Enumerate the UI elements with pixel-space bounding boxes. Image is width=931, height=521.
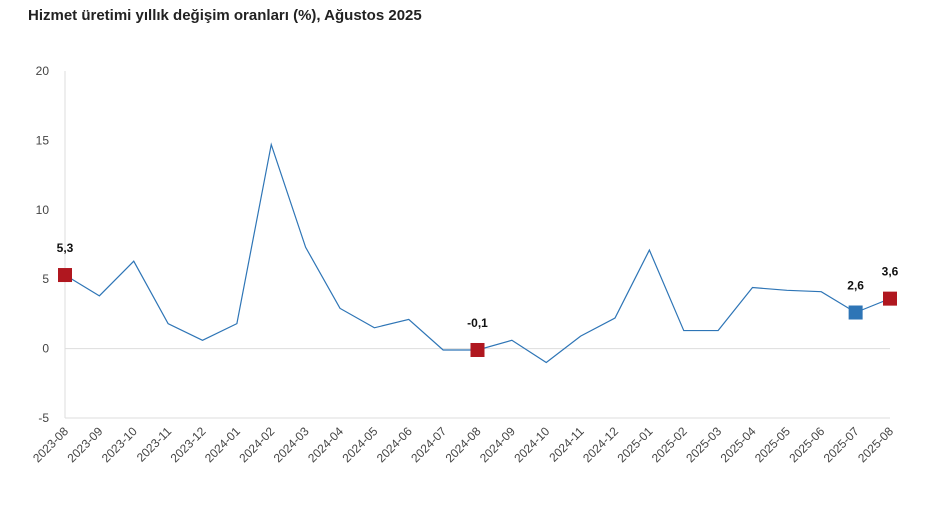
y-tick-label: 10	[36, 203, 50, 217]
data-point	[441, 348, 445, 352]
x-tick-label: 2025-03	[683, 424, 724, 465]
y-tick-label: -5	[38, 411, 49, 425]
x-tick-label: 2023-08	[30, 424, 71, 465]
x-tick-label: 2025-06	[786, 424, 827, 465]
highlight-marker	[470, 342, 485, 357]
x-tick-label: 2024-05	[339, 424, 380, 465]
data-point	[338, 306, 342, 310]
x-tick-label: 2025-02	[649, 424, 690, 465]
x-tick-label: 2024-11	[546, 424, 587, 465]
data-point	[372, 326, 376, 330]
data-label: 3,6	[882, 265, 899, 279]
x-tick-label: 2023-12	[168, 424, 209, 465]
data-label: 5,3	[57, 241, 74, 255]
x-tick-label: 2024-02	[236, 424, 277, 465]
x-tick-label: 2025-07	[821, 424, 862, 465]
x-tick-label: 2024-08	[443, 424, 484, 465]
x-tick-label: 2024-07	[408, 424, 449, 465]
data-point	[716, 329, 720, 333]
data-point	[579, 334, 583, 338]
data-point	[819, 290, 823, 294]
data-point	[132, 259, 136, 263]
x-tick-label: 2024-03	[271, 424, 312, 465]
x-tick-label: 2024-10	[511, 424, 552, 465]
x-tick-label: 2024-01	[202, 424, 243, 465]
x-tick-label: 2025-01	[614, 424, 655, 465]
y-tick-label: 5	[42, 272, 49, 286]
highlight-marker	[58, 268, 72, 283]
highlight-marker	[883, 291, 897, 306]
x-tick-label: 2023-10	[99, 424, 140, 465]
data-point	[682, 329, 686, 333]
data-point	[235, 322, 239, 326]
data-point	[785, 288, 789, 292]
data-label: 2,6	[847, 279, 864, 293]
x-tick-label: 2023-09	[64, 424, 105, 465]
data-point	[613, 316, 617, 320]
x-tick-label: 2025-04	[718, 424, 759, 465]
data-label: -0,1	[467, 316, 488, 330]
y-tick-label: 20	[36, 64, 50, 78]
y-tick-label: 0	[42, 342, 49, 356]
data-point	[304, 245, 308, 249]
x-tick-label: 2024-06	[374, 424, 415, 465]
data-point	[269, 143, 273, 147]
data-point	[166, 322, 170, 326]
data-point	[201, 338, 205, 342]
data-point	[544, 360, 548, 364]
x-tick-label: 2024-09	[477, 424, 518, 465]
chart-title: Hizmet üretimi yıllık değişim oranları (…	[28, 7, 422, 24]
data-point	[510, 338, 514, 342]
x-tick-label: 2025-08	[855, 424, 896, 465]
highlight-marker	[848, 305, 863, 320]
x-tick-label: 2024-04	[305, 424, 346, 465]
data-point	[407, 317, 411, 321]
y-tick-label: 15	[36, 133, 50, 147]
data-point	[647, 248, 651, 252]
data-point	[97, 294, 101, 298]
x-tick-label: 2025-05	[752, 424, 793, 465]
x-tick-label: 2024-12	[580, 424, 621, 465]
data-point	[751, 286, 755, 290]
x-tick-label: 2023-11	[134, 424, 175, 465]
